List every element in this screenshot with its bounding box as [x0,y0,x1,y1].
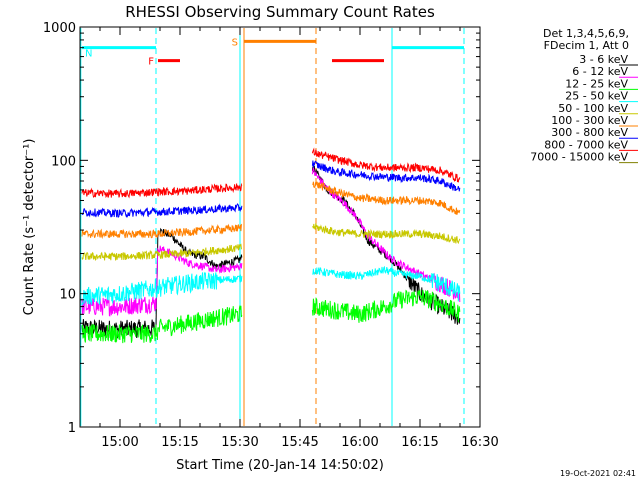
series-line-2-1 [311,289,461,323]
legend-item-4: 50 - 100 keV [558,102,628,115]
x-tick-label-2: 15:30 [221,435,258,450]
legend-item-3: 25 - 50 keV [565,90,628,103]
y-tick-label-3: 1000 [43,21,76,36]
series-line-6-0 [81,203,243,219]
y-tick-label-1: 10 [59,288,76,303]
legend-header-1: FDecim 1, Att 0 [544,39,629,52]
legend-header-0: Det 1,3,4,5,6,9, [543,27,629,40]
series-line-7-0 [81,182,243,199]
state-bar-label-0: N [85,49,92,60]
series-line-1-0 [81,245,243,317]
state-bar-label-2: F [148,57,154,68]
x-axis: 15:00 15:15 15:30 15:45 16:00 16:15 16:30 [99,27,499,450]
x-tick-label-6: 16:30 [461,435,498,450]
series-line-7-1 [311,147,461,183]
legend-item-2: 12 - 25 keV [565,77,628,90]
x-axis-label: Start Time (20-Jan-14 14:50:02) [176,458,384,473]
y-tick-label-2: 100 [51,154,76,169]
series-line-6-1 [311,160,461,192]
series-line-3-1 [312,265,461,302]
y-axis: 1 10 100 1000 [43,21,480,436]
legend-item-1: 6 - 12 keV [572,65,628,78]
legend-item-8: 7000 - 15000 keV [530,151,628,164]
series-line-4-0 [81,243,243,261]
series-line-5-0 [81,223,243,239]
x-tick-label-5: 16:15 [401,435,438,450]
legend-item-0: 3 - 6 keV [579,53,628,66]
legend-item-6: 300 - 800 keV [551,126,628,139]
plot-series [81,147,461,344]
series-line-1-1 [311,166,461,303]
x-tick-label-4: 16:00 [341,435,378,450]
series-line-5-1 [312,181,461,215]
series-line-4-1 [312,223,461,245]
x-tick-label-0: 15:00 [101,435,138,450]
legend-item-7: 800 - 7000 keV [544,138,628,151]
state-bar-label-4: S [232,37,238,48]
y-tick-label-0: 1 [68,421,76,436]
legend: Det 1,3,4,5,6,9,FDecim 1, Att 03 - 6 keV… [530,27,638,164]
series-line-3-0 [81,271,243,306]
legend-item-5: 100 - 300 keV [551,114,628,127]
x-tick-label-3: 15:45 [281,435,318,450]
series-line-2-0 [81,305,243,344]
plot-frame [79,26,481,428]
chart-title: RHESSI Observing Summary Count Rates [125,3,435,21]
y-axis-label: Count Rate (s⁻¹ detector⁻¹) [22,139,37,316]
plot-state-bars: N F S [82,37,464,68]
plot-markers [80,28,465,426]
x-tick-label-1: 15:15 [161,435,198,450]
footer-stamp: 19-Oct-2021 02:41 [560,469,636,478]
